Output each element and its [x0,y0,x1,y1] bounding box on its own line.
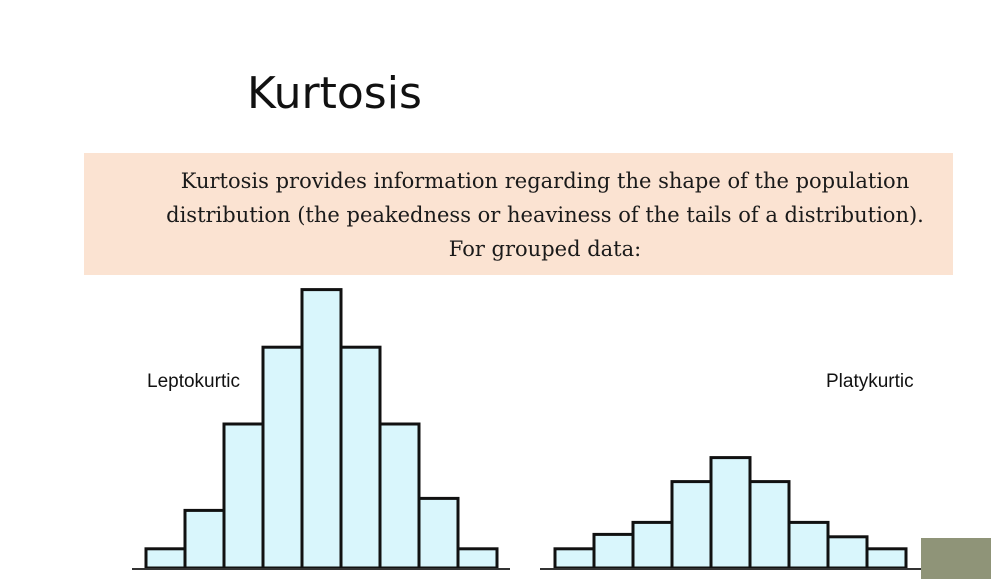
description-callout [84,153,953,275]
platykurtic-bar-7 [787,520,830,570]
platykurtic-bar-3 [631,520,674,570]
leptokurtic-bar-3 [222,422,265,570]
leptokurtic-bar-5 [300,288,343,570]
leptokurtic-bar-4 [261,345,304,570]
platykurtic-histogram [540,456,921,570]
leptokurtic-bar-2 [183,508,226,570]
platykurtic-bar-5 [709,456,752,570]
leptokurtic-label: Leptokurtic [147,371,240,392]
leptokurtic-bar-1 [144,547,187,570]
platykurtic-label: Platykurtic [826,371,914,392]
platykurtic-bar-9 [865,547,908,570]
leptokurtic-bar-9 [456,547,499,570]
platykurtic-bar-6 [748,480,791,570]
leptokurtic-bar-6 [339,345,382,570]
platykurtic-bar-2 [592,532,635,570]
slide-title: Kurtosis [247,68,422,119]
description-text: Kurtosis provides information regarding … [166,169,924,261]
leptokurtic-histogram [132,288,510,570]
platykurtic-bar-1 [553,547,596,570]
platykurtic-bar-4 [670,480,713,570]
presenter-video-thumbnail [921,538,991,579]
leptokurtic-bar-8 [417,496,460,570]
leptokurtic-bar-7 [378,422,421,570]
platykurtic-bar-8 [826,535,869,570]
